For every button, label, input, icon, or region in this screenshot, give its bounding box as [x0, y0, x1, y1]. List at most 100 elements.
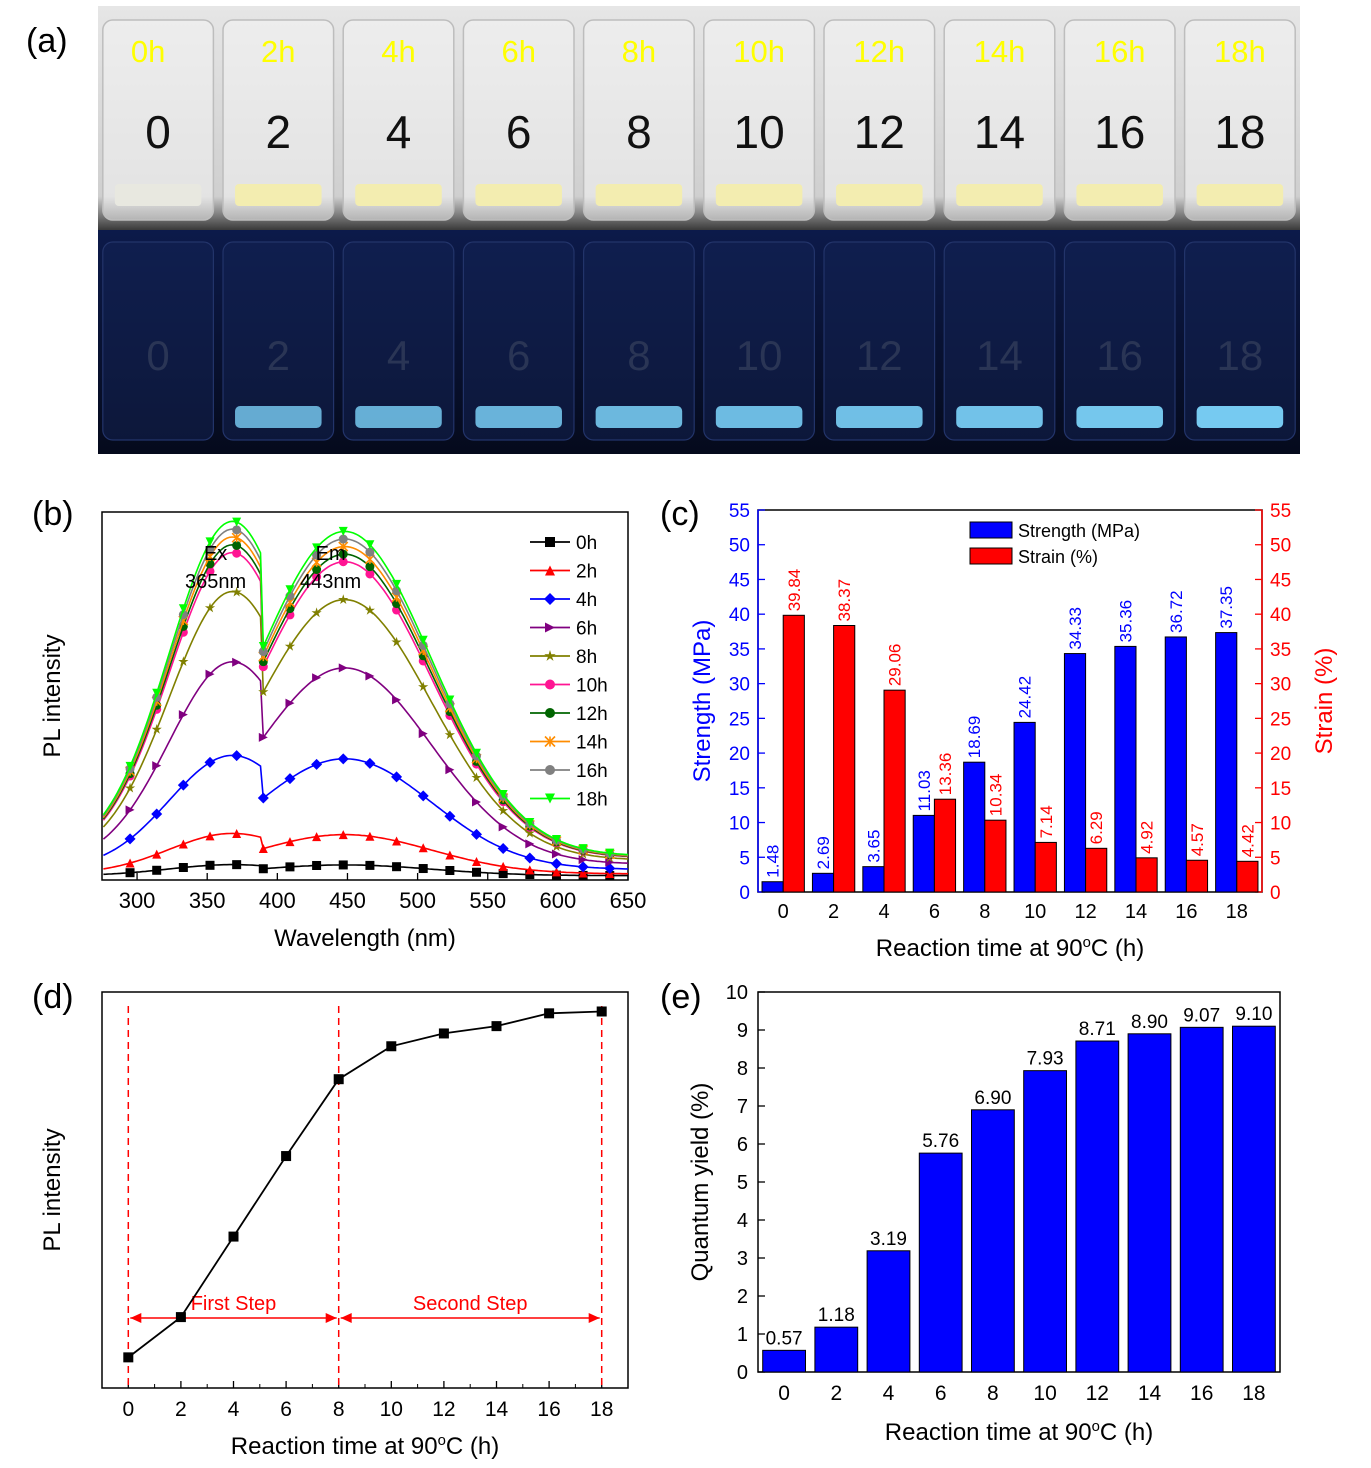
bar-strength: [1215, 632, 1238, 893]
series-marker-4h: [391, 771, 403, 783]
vial-daylight: [823, 19, 936, 221]
data-point: [386, 1041, 397, 1052]
y-right-tick-label: 15: [1270, 779, 1291, 800]
peak-annotation: Em: [316, 543, 346, 565]
series-marker-6h: [178, 710, 188, 720]
legend-marker-6h: [545, 622, 555, 633]
vial-daylight: [462, 19, 575, 221]
bar-quantum-yield: [1231, 1025, 1276, 1373]
y-tick-label: 9: [737, 1020, 748, 1042]
bar-strain: [1085, 847, 1108, 893]
x-tick-label: 600: [540, 888, 577, 913]
x-tick-label: 16: [1190, 1382, 1213, 1405]
vial-number-uv: 16: [1096, 332, 1143, 379]
y-tick-label: 8: [737, 1058, 748, 1080]
series-marker-4h: [604, 862, 616, 874]
legend-label: 12h: [576, 704, 608, 725]
series-marker-0h: [338, 860, 348, 870]
series-marker-8h: [391, 636, 402, 647]
x-tick-label: 450: [329, 888, 366, 913]
series-marker-8h: [498, 805, 509, 816]
series-marker-8h: [524, 827, 535, 838]
time-label: 10h: [733, 34, 785, 69]
legend-label: 2h: [576, 562, 597, 583]
x-tick-label: 500: [399, 888, 436, 913]
y-right-tick-label: 35: [1270, 640, 1291, 661]
x-tick-label: 12: [1074, 901, 1096, 923]
data-point: [438, 1028, 449, 1039]
series-marker-2h: [258, 844, 268, 854]
series-marker-0h: [392, 862, 402, 872]
series-marker-16h: [258, 647, 268, 657]
bar-label-strain: 6.29: [1087, 811, 1106, 844]
series-line-10h: [102, 551, 629, 858]
series-marker-8h: [231, 586, 242, 597]
bar-strength: [1063, 653, 1087, 893]
y-right-axis-title: Strain (%): [1311, 648, 1338, 755]
step-arrowhead: [340, 1313, 352, 1323]
bar-strain: [883, 689, 906, 893]
bar-strain: [1135, 857, 1158, 893]
series-marker-4h: [257, 792, 269, 804]
chart-d-pl-vs-time: 0 2 4 6 8 10 12 14 16 18 Reaction time at 90oC (h)…: [39, 991, 629, 1460]
vial-photo: 0h 0 0 2h 2 2 4h 4 4 6h 6 6 8h 8 8 10h 10 10 12h 12 12 14h 14 1…: [98, 6, 1300, 454]
bar-strength: [1164, 636, 1187, 893]
x-tick-label: 4: [228, 1398, 240, 1421]
series-marker-18h: [551, 834, 561, 844]
bar-label-strength: 34.33: [1066, 607, 1085, 650]
x-tick-label: 4: [878, 901, 889, 923]
x-tick-label: 14: [485, 1398, 509, 1421]
series-marker-0h: [125, 868, 135, 878]
series-marker-18h: [205, 537, 215, 547]
vial-daylight: [1183, 19, 1296, 221]
series-marker-14h: [231, 532, 242, 543]
y-tick-label: 1: [737, 1324, 748, 1346]
x-axis-title: Wavelength (nm): [274, 925, 456, 952]
series-line-2h: [103, 832, 628, 875]
bar-strain: [1185, 859, 1209, 893]
y-tick-label: 10: [726, 982, 748, 1004]
y-right-tick-label: 5: [1270, 848, 1281, 869]
series-marker-0h: [312, 860, 322, 870]
series-marker-4h: [524, 852, 536, 864]
bar-label-strength: 36.72: [1167, 590, 1186, 633]
x-tick-label: 6: [935, 1382, 947, 1405]
vial-number-uv: 10: [736, 332, 783, 379]
vial-daylight: [342, 19, 455, 221]
time-label: 14h: [974, 34, 1026, 69]
y-left-tick-label: 0: [739, 883, 750, 904]
series-marker-18h: [338, 526, 348, 536]
series-marker-2h: [472, 856, 482, 866]
bar-label: 9.07: [1183, 1005, 1220, 1026]
x-tick-label: 350: [189, 888, 226, 913]
bar-label-strength: 1.48: [764, 845, 783, 878]
bar-label: 0.57: [766, 1328, 803, 1349]
series-marker-18h: [152, 688, 162, 698]
bar-label-strain: 4.57: [1188, 823, 1207, 856]
time-label: 12h: [853, 34, 905, 69]
series-marker-18h: [525, 818, 535, 828]
sample-daylight: [836, 184, 923, 206]
series-marker-4h: [177, 779, 189, 791]
bar-label: 9.10: [1235, 1004, 1272, 1025]
series-marker-8h: [151, 724, 162, 734]
vial-number: 0: [145, 106, 171, 158]
vial-uv: [823, 241, 936, 441]
data-point: [123, 1352, 134, 1363]
sample-uv-glow: [1076, 406, 1163, 428]
bar-label-strain: 29.06: [886, 644, 905, 687]
bar-label: 1.18: [818, 1305, 855, 1326]
chart-b-pl-spectra: 300 350 400 450 500 550 600 650 Wavelength (nm) P…: [39, 511, 646, 952]
series-marker-2h: [551, 867, 561, 877]
legend-label: 8h: [576, 647, 597, 668]
y-left-tick-label: 35: [729, 640, 750, 661]
y-right-tick-label: 0: [1270, 883, 1281, 904]
bar-label-strength: 18.69: [965, 716, 984, 759]
pl-curve: [127, 1010, 602, 1359]
legend-marker-12h: [545, 708, 555, 718]
series-marker-8h: [338, 594, 349, 604]
sample-uv-glow: [1196, 406, 1284, 428]
series-marker-8h: [444, 729, 455, 740]
y-right-tick-label: 45: [1270, 570, 1291, 591]
